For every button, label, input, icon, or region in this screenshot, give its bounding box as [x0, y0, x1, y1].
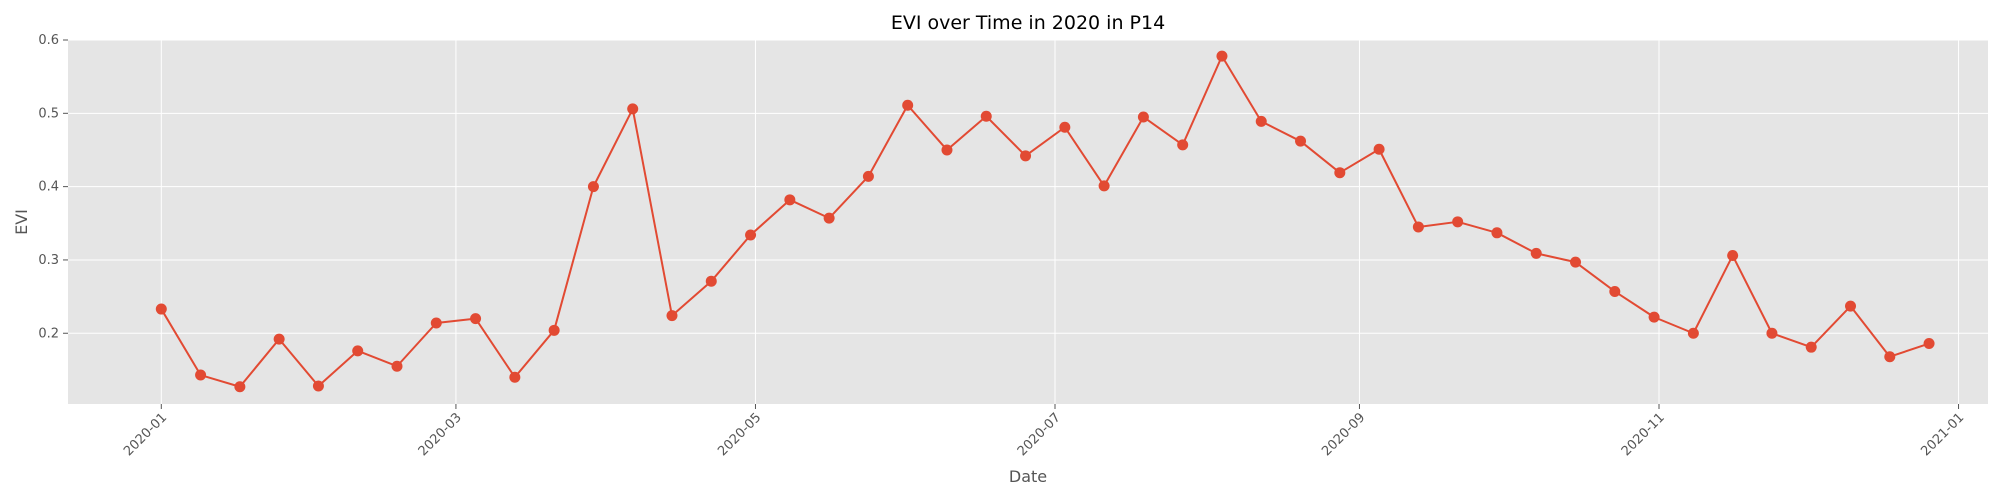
data-point: [1177, 139, 1189, 151]
x-tick-label: 2021-01: [1918, 410, 1967, 459]
data-point: [470, 313, 482, 325]
data-point: [705, 275, 717, 287]
y-tick-label: 0.4: [38, 180, 59, 195]
y-tick-label: 0.2: [38, 326, 59, 341]
data-point: [587, 181, 599, 193]
x-tick-label: 2020-09: [1319, 410, 1368, 459]
data-point: [1137, 111, 1149, 123]
data-point: [1609, 285, 1621, 297]
chart-title: EVI over Time in 2020 in P14: [891, 12, 1165, 34]
data-point: [823, 212, 835, 224]
y-tick-label: 0.5: [38, 106, 59, 121]
data-point: [862, 170, 874, 182]
x-tick-label: 2020-11: [1619, 410, 1668, 459]
data-point: [509, 371, 521, 383]
data-point: [195, 369, 207, 381]
evi-series-line: [160, 55, 1930, 388]
data-point: [1648, 311, 1660, 323]
data-point: [1020, 150, 1032, 162]
data-point: [1255, 115, 1267, 127]
grid: [68, 39, 1988, 404]
data-point: [1727, 250, 1739, 262]
data-point: [1766, 327, 1778, 339]
data-point: [1098, 180, 1110, 192]
x-tick-label: 2020-03: [416, 410, 465, 459]
data-point: [1923, 338, 1935, 350]
data-point: [1452, 216, 1464, 228]
y-tick-label: 0.3: [38, 253, 59, 268]
data-point: [1805, 341, 1817, 353]
x-tick-label: 2020-01: [121, 410, 170, 459]
data-point: [627, 103, 639, 115]
series-line-layer: [160, 55, 1930, 388]
data-point: [1059, 121, 1071, 133]
y-tick-label: 0.6: [38, 33, 59, 48]
data-point: [1884, 351, 1896, 363]
data-point: [666, 310, 678, 322]
plot-background: [68, 40, 1988, 404]
y-axis-label: EVI: [12, 209, 31, 235]
data-point: [784, 194, 796, 206]
data-point: [980, 110, 992, 122]
data-point: [352, 345, 364, 357]
data-point: [1216, 50, 1228, 62]
data-point: [1412, 221, 1424, 233]
data-point: [234, 381, 246, 393]
data-point: [1845, 300, 1857, 312]
x-tick-label: 2020-05: [715, 410, 764, 459]
data-point: [273, 333, 285, 345]
data-point: [1491, 227, 1503, 239]
x-tick-label: 2020-07: [1015, 410, 1064, 459]
data-point: [548, 324, 560, 336]
data-point: [1295, 135, 1307, 147]
data-point: [430, 317, 442, 329]
data-point: [391, 360, 403, 372]
data-point: [1530, 247, 1542, 259]
data-point: [1373, 143, 1385, 155]
data-point: [941, 144, 953, 156]
data-points: [155, 50, 1935, 393]
data-point: [902, 99, 914, 111]
data-point: [312, 380, 324, 392]
data-point: [745, 229, 757, 241]
data-point: [1687, 327, 1699, 339]
x-axis-label: Date: [1009, 467, 1047, 486]
data-point: [155, 303, 167, 315]
data-point: [1570, 256, 1582, 268]
data-point: [1334, 167, 1346, 179]
